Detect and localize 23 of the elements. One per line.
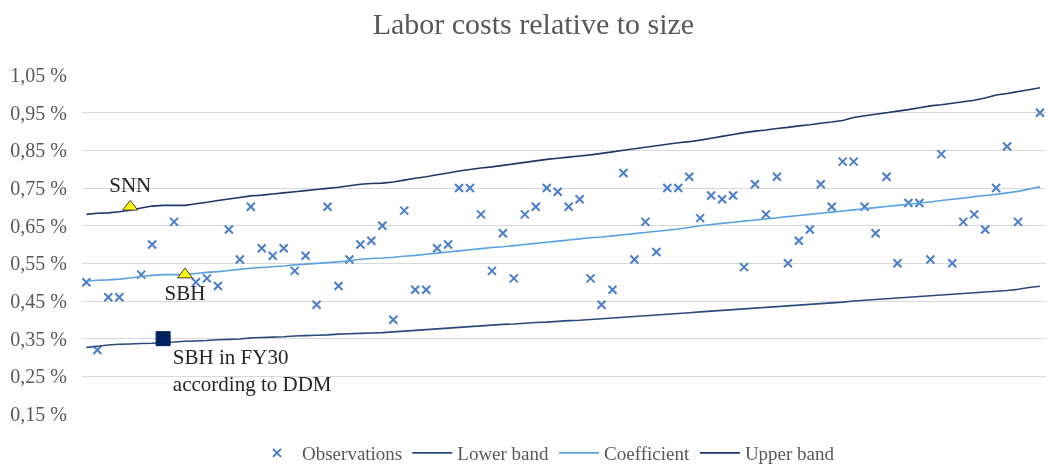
y-tick-label: 0,25 % [10,365,67,388]
y-tick-label: 0,75 % [10,177,67,199]
point [177,267,194,279]
series-label: SBH [164,280,206,305]
chart-title: Labor costs relative to size [372,6,695,40]
point [122,199,139,211]
y-tick-label: 0,55 % [10,252,67,275]
series-label: SNN [109,173,152,198]
y-tick-label: 0,35 % [10,327,67,350]
legend-label: Observations [302,443,403,465]
y-tick-label: 0,45 % [10,290,67,312]
line-series [85,285,1041,349]
point [155,331,171,347]
legend-label: Upper band [744,443,835,465]
y-tick-label: 0,95 % [10,101,67,124]
y-tick-label: 1,05 % [10,64,67,86]
y-tick-label: 0,65 % [10,214,67,237]
y-tick-label: 0,85 % [10,139,67,162]
legend-label: Coefficient [604,443,690,465]
line-series [85,87,1041,216]
legend-label: Lower band [457,443,550,465]
y-tick-label: 0,15 % [10,403,67,425]
series-label: SBH in FY30 according to DDM [172,345,332,397]
